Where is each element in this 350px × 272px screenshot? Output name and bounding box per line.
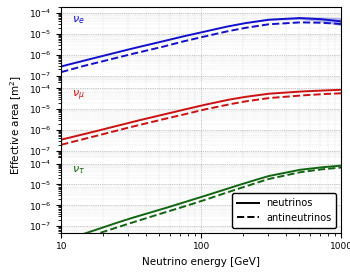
Text: $\nu_e$: $\nu_e$: [72, 14, 85, 26]
Text: $\nu_\tau$: $\nu_\tau$: [72, 164, 85, 176]
Text: Effective area [m$^2$]: Effective area [m$^2$]: [9, 75, 24, 175]
X-axis label: Neutrino energy [GeV]: Neutrino energy [GeV]: [142, 257, 260, 267]
Legend: neutrinos, antineutrinos: neutrinos, antineutrinos: [232, 193, 336, 228]
Text: $\nu_\mu$: $\nu_\mu$: [72, 88, 85, 103]
